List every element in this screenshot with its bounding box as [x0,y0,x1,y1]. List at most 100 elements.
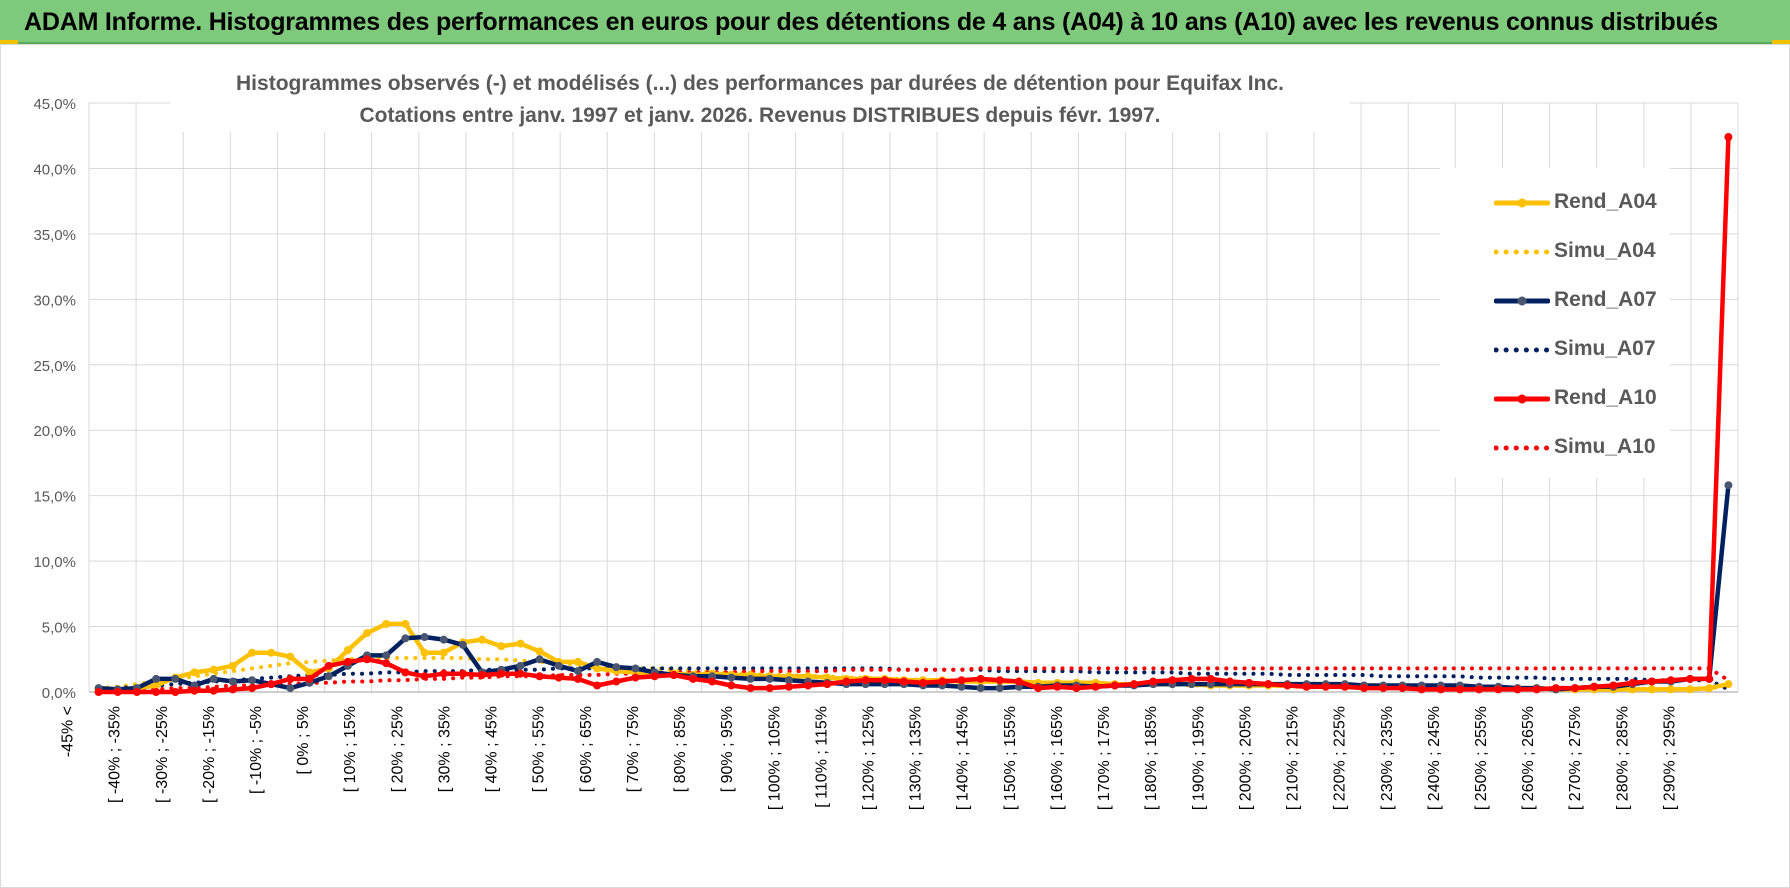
x-tick-label: [ 220% ; 225% [1332,706,1349,810]
data-point [190,686,199,695]
data-point [286,652,295,661]
legend-marker [1517,198,1527,208]
data-point [784,682,793,691]
legend-marker [1517,296,1527,306]
legend-label: Rend_A07 [1554,288,1657,311]
data-point [919,678,928,687]
legend-label: Rend_A04 [1554,190,1657,213]
data-point [573,674,582,683]
data-point [1666,685,1675,694]
data-point [1321,682,1330,691]
x-tick-label: -45% < [60,706,77,757]
data-point [727,673,736,682]
data-point [746,674,755,683]
data-point [976,674,985,683]
data-point [554,661,563,670]
data-point [1609,681,1618,690]
data-point [1628,678,1637,687]
data-point [612,663,621,672]
series-line-simu_a07 [96,666,1731,692]
data-point [516,669,525,678]
data-point [976,684,985,693]
data-point [1724,680,1733,689]
data-point [593,657,602,666]
data-point [458,669,467,678]
chart-title-line1: Histogrammes observés (-) et modélisés (… [170,68,1350,100]
data-point [593,664,602,673]
data-point [516,639,525,648]
data-point [631,673,640,682]
x-tick-label: [ 30% ; 35% [436,706,453,792]
data-point [1264,680,1273,689]
legend-item-rend_a04: Rend_A04 [1494,188,1664,218]
legend-swatch [1494,394,1550,404]
legend-item-rend_a07: Rend_A07 [1494,286,1664,316]
series-line-simu_a10 [96,666,1731,693]
data-point [247,676,256,685]
legend-swatch [1494,445,1550,451]
x-tick-label: [ 40% ; 45% [484,706,501,792]
x-tick-label: [ 170% ; 175% [1096,706,1113,810]
data-point [957,676,966,685]
data-point [1436,685,1445,694]
data-point [286,684,295,693]
data-point [1686,685,1695,694]
y-tick-label: 20,0% [33,423,76,440]
y-tick-label: 40,0% [33,161,76,178]
x-tick-label: [ 290% ; 295% [1661,706,1678,810]
data-point [113,688,122,696]
data-point [171,674,180,683]
x-tick-label: [ -30% ; -25% [154,706,171,803]
x-tick-label: [ 20% ; 25% [389,706,406,792]
data-point [1053,682,1062,691]
data-point [228,661,237,670]
data-point [995,676,1004,685]
x-tick-label: [ 120% ; 125% [861,706,878,810]
data-point [1168,676,1177,685]
data-point [343,646,352,655]
legend-label: Rend_A10 [1554,386,1657,409]
data-point [880,676,889,685]
data-point [382,619,391,628]
data-point [343,657,352,666]
data-point [593,681,602,690]
x-tick-label: [ 0% ; 5% [295,706,312,774]
data-point [420,648,429,657]
data-point [382,659,391,668]
data-point [401,668,410,677]
data-point [209,665,218,674]
data-point [305,668,314,677]
data-point [1187,674,1196,683]
data-point [1551,684,1560,693]
data-point [132,688,141,696]
data-point [228,677,237,686]
x-tick-label: [ 280% ; 285% [1614,706,1631,810]
data-point [1379,684,1388,693]
data-point [152,674,161,683]
data-point [1302,682,1311,691]
data-point [765,684,774,693]
data-point [823,680,832,689]
data-point [1072,684,1081,693]
x-tick-label: [ 110% ; 115% [813,706,830,808]
data-point [94,688,103,696]
data-point [420,672,429,681]
data-point [861,676,870,685]
x-tick-label: [ 130% ; 135% [908,706,925,810]
data-point [688,674,697,683]
legend-marker [1517,394,1527,404]
x-tick-label: [ 10% ; 15% [342,706,359,792]
data-point [1014,677,1023,686]
data-point [995,684,1004,693]
legend-label: Simu_A04 [1554,239,1656,262]
data-point [324,661,333,670]
x-tick-label: [ 100% ; 105% [766,706,783,810]
data-point [324,672,333,681]
x-tick-label: [ 260% ; 265% [1520,706,1537,810]
x-tick-label: [ 200% ; 205% [1237,706,1254,810]
data-point [842,677,851,686]
data-point [190,668,199,677]
data-point [746,684,755,693]
data-point [247,648,256,657]
